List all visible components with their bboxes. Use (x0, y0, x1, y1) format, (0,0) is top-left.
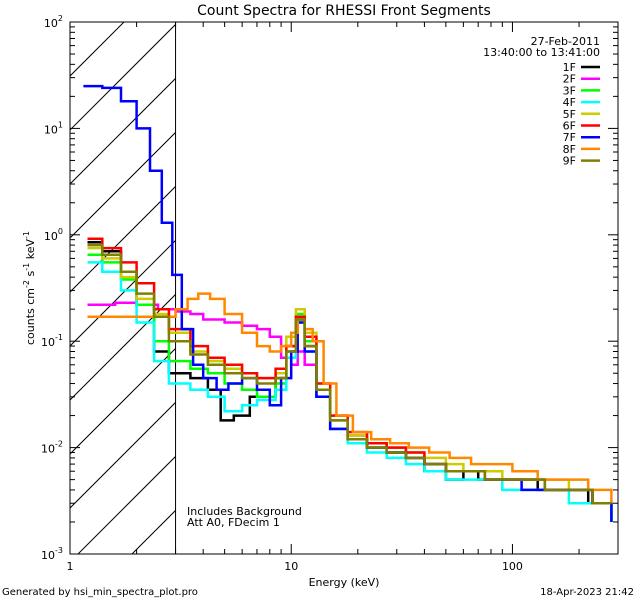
y-tick-label: 102 (44, 14, 63, 30)
y-tick-label: 10-3 (41, 546, 63, 562)
legend-label: 5F (563, 108, 576, 121)
legend-label: 7F (563, 131, 576, 144)
series-line-9f (87, 243, 612, 505)
annotation-time-range: 13:40:00 to 13:41:00 (483, 46, 600, 59)
hatched-region (70, 22, 177, 554)
series-line-8f (87, 292, 613, 504)
hatch-line (70, 401, 176, 509)
series-line-2f (87, 301, 612, 505)
series-line-5f (87, 246, 612, 505)
legend-label: 3F (563, 84, 576, 97)
x-tick-label: 100 (502, 560, 523, 573)
annotation-note-background: Includes Background (187, 505, 302, 518)
annotation-date: 27-Feb-2011 (531, 35, 600, 48)
series-line-6f (87, 237, 612, 505)
footer-generated-by: Generated by hsi_min_spectra_plot.pro (2, 587, 198, 598)
y-tick-label: 10-2 (41, 440, 63, 456)
legend-label: 1F (563, 61, 576, 74)
hatch-line (70, 22, 125, 77)
annotation-note-attenuator: Att A0, FDecim 1 (187, 516, 280, 529)
y-axis-ticks: 10-3 10-2 10-1 100 101 102 (41, 14, 618, 562)
hatch-line (70, 131, 176, 239)
hatch-line (70, 23, 176, 131)
series-line-3f (87, 253, 613, 522)
hatch-line (70, 239, 176, 347)
x-tick-label: 10 (284, 560, 298, 573)
footer-timestamp: 18-Apr-2023 21:42 (540, 587, 634, 598)
y-tick-label: 10-1 (41, 333, 63, 349)
hatch-line (70, 293, 176, 401)
legend-label: 6F (563, 120, 576, 133)
legend-label: 8F (563, 143, 576, 156)
x-axis-ticks: 1 10 100 (67, 22, 619, 573)
plot-frame (69, 21, 619, 555)
series-lines (83, 84, 613, 522)
y-axis-label: counts cm-2 s-1 keV-1 (22, 231, 37, 345)
legend-label: 9F (563, 155, 576, 168)
hatch-line (70, 185, 176, 293)
y-tick-label: 101 (44, 120, 63, 136)
x-axis-label: Energy (keV) (309, 576, 380, 589)
chart-title: Count Spectra for RHESSI Front Segments (197, 3, 491, 19)
hatch-line (77, 455, 176, 554)
x-tick-label: 1 (67, 560, 74, 573)
legend-label: 2F (563, 73, 576, 86)
y-tick-label: 100 (44, 227, 63, 243)
series-line-7f (83, 84, 613, 522)
hatch-line (70, 347, 176, 455)
series-line-4f (87, 261, 613, 522)
hatch-line (70, 77, 176, 185)
legend-label: 4F (563, 96, 576, 109)
